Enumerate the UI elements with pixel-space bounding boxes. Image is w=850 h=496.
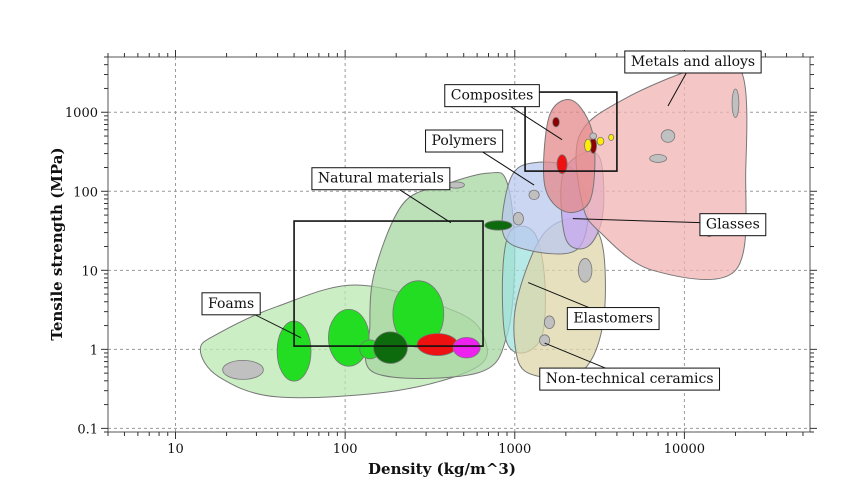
callout-label: Polymers xyxy=(432,133,497,149)
callout-label: Glasses xyxy=(706,217,760,233)
material-bubble xyxy=(577,258,593,283)
callout-label: Natural materials xyxy=(318,171,444,187)
material-bubble xyxy=(589,132,598,140)
zoom-box xyxy=(293,220,484,347)
material-bubble xyxy=(660,129,676,143)
y-tick-label: 100 xyxy=(73,185,98,200)
material-bubble xyxy=(556,154,568,175)
material-bubble xyxy=(608,133,615,141)
x-tick-label: 100 xyxy=(333,442,358,457)
plot-frame xyxy=(107,56,811,433)
x-tick-label: 1000 xyxy=(498,442,531,457)
callout-composites: Composites xyxy=(444,84,563,141)
material-bubble xyxy=(373,331,408,364)
callout-glasses: Glasses xyxy=(572,213,767,237)
material-bubble xyxy=(731,88,740,118)
y-axis-title: Tensile strength (MPa) xyxy=(48,147,66,340)
material-bubble xyxy=(584,138,592,153)
callout-box xyxy=(624,50,762,74)
y-tick-label: 1000 xyxy=(65,106,98,121)
callout-elastomers: Elastomers xyxy=(528,282,660,331)
callout-label: Composites xyxy=(451,88,534,104)
zoom-box xyxy=(524,91,618,172)
family-region-composites xyxy=(543,99,596,214)
callout-box xyxy=(425,129,504,153)
y-tick-label: 1 xyxy=(90,343,98,358)
callout-box xyxy=(539,367,721,391)
callout-foams: Foams xyxy=(201,292,302,339)
annotations-layer: Composites Metals and alloys Polymers Natur… xyxy=(201,50,767,391)
material-bubble xyxy=(649,154,668,163)
material-bubble xyxy=(327,308,370,367)
callout-label: Elastomers xyxy=(573,311,653,327)
x-tick-label: 10000 xyxy=(664,442,705,457)
callout-box xyxy=(311,167,451,191)
material-bubble xyxy=(543,315,555,330)
material-bubble xyxy=(452,336,481,359)
callout-box xyxy=(699,213,767,237)
zoom-boxes-layer xyxy=(293,91,618,347)
callout-metals-and-alloys: Metals and alloys xyxy=(624,50,762,107)
material-bubble xyxy=(416,333,459,357)
callout-box xyxy=(444,84,540,108)
x-tick-label: 10 xyxy=(167,442,184,457)
material-bubble xyxy=(528,189,540,201)
material-bubble xyxy=(484,220,513,231)
material-bubble xyxy=(552,116,560,128)
material-bubble xyxy=(596,136,605,146)
callout-label: Metals and alloys xyxy=(631,54,755,70)
callout-box xyxy=(201,292,261,316)
callout-label: Non-technical ceramics xyxy=(546,371,714,387)
callout-polymers: Polymers xyxy=(425,129,535,186)
callout-non-technical-ceramics: Non-technical ceramics xyxy=(539,342,721,391)
y-tick-label: 0.1 xyxy=(77,422,98,437)
materials-layer xyxy=(222,88,740,382)
material-bubble xyxy=(539,334,551,347)
x-axis-title: Density (kg/m^3) xyxy=(368,460,516,478)
y-tick-label: 10 xyxy=(81,264,98,279)
callout-natural-materials: Natural materials xyxy=(311,167,452,224)
material-bubble xyxy=(222,359,264,380)
callout-label: Foams xyxy=(208,296,254,312)
callout-box xyxy=(566,307,660,331)
material-bubble xyxy=(512,211,524,226)
